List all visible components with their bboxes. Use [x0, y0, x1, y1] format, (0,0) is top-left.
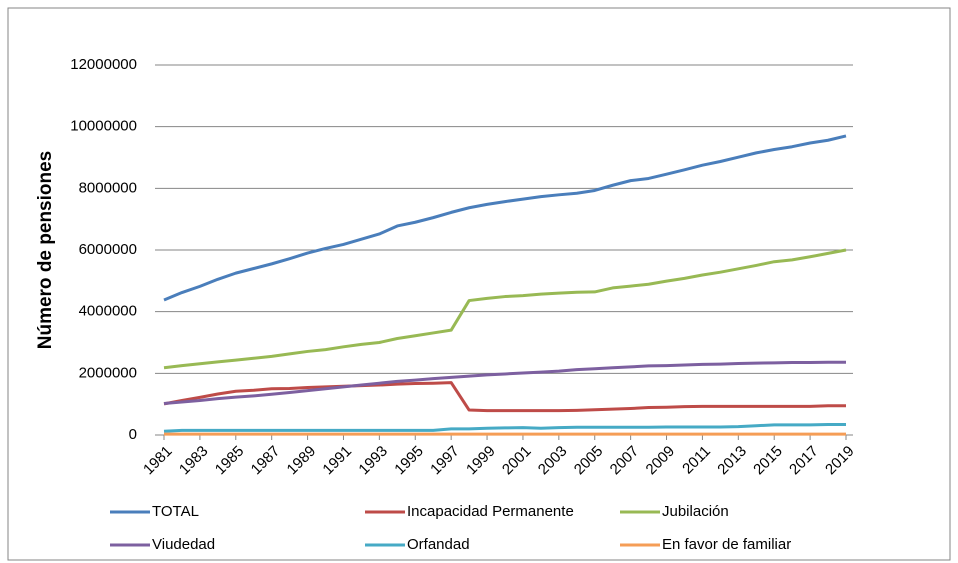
y-axis-title: Número de pensiones	[35, 151, 56, 350]
series-line	[163, 381, 846, 413]
legend-label: Incapacidad Permanente	[407, 503, 574, 520]
series-line	[163, 423, 846, 433]
y-tick-label: 12000000	[70, 56, 137, 73]
y-tick-label: 8000000	[79, 179, 137, 196]
legend-label: Viudedad	[152, 536, 215, 553]
series-line	[163, 248, 847, 370]
legend-label: En favor de familiar	[662, 536, 791, 553]
series-line	[163, 134, 847, 302]
y-tick-label: 6000000	[79, 241, 137, 258]
series-line	[163, 360, 846, 406]
y-tick-label: 2000000	[79, 364, 137, 381]
chart-border	[7, 7, 951, 561]
y-tick-label: 4000000	[79, 303, 137, 320]
y-tick-label: 0	[129, 426, 137, 443]
legend-label: TOTAL	[152, 503, 199, 520]
y-tick-label: 10000000	[70, 118, 137, 135]
legend-label: Jubilación	[662, 503, 729, 520]
legend-label: Orfandad	[407, 536, 470, 553]
